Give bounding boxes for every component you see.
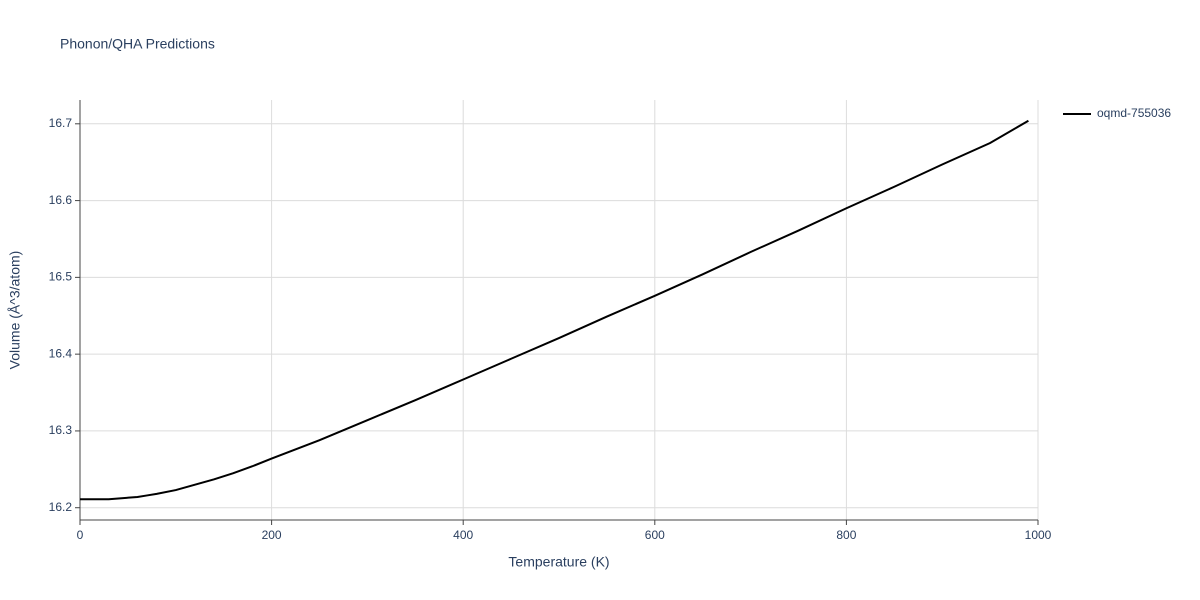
- x-axis-title: Temperature (K): [508, 554, 609, 570]
- x-tick-label: 0: [77, 528, 84, 542]
- x-tick-label: 1000: [1025, 528, 1052, 542]
- chart-title: Phonon/QHA Predictions: [60, 36, 215, 52]
- y-tick-label: 16.4: [49, 346, 73, 360]
- legend-label: oqmd-755036: [1097, 106, 1171, 120]
- x-tick-label: 200: [262, 528, 282, 542]
- x-tick-label: 600: [645, 528, 665, 542]
- y-tick-label: 16.3: [49, 423, 73, 437]
- y-tick-label: 16.6: [49, 193, 73, 207]
- y-tick-label: 16.5: [49, 270, 73, 284]
- data-line: [80, 119, 1029, 501]
- y-tick-label: 16.7: [49, 116, 73, 130]
- x-tick-label: 400: [453, 528, 473, 542]
- y-tick-label: 16.2: [49, 500, 73, 514]
- x-tick-label: 800: [836, 528, 856, 542]
- y-axis-title: Volume (Å^3/atom): [7, 251, 23, 370]
